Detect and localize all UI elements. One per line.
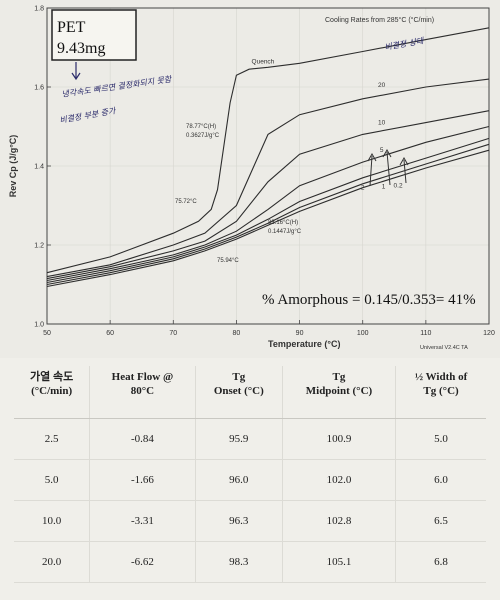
annotation-tg-quench-dcp: 0.3627J/g°C [186,133,220,139]
cell-heat-flow: -0.84 [89,418,196,460]
series-label-10: 10 [378,120,386,127]
series-label-0-2: 0.2 [394,183,403,190]
cell-heat-flow: -3.31 [89,500,196,542]
cell-heating-rate: 2.5 [14,418,90,460]
arrow-up-icon [367,152,377,187]
sample-box-frame [51,9,137,61]
series-label-1: 1 [382,184,386,191]
cell-tg-onset: 96.3 [194,500,283,542]
table-row: 5.0 -1.66 96.0 102.0 6.0 [14,459,486,501]
label-arrows [367,148,409,187]
series-label-2: 2 [361,185,365,192]
header-half-width: ½ Width of Tg (°C) [395,366,486,419]
cell-half-width: 5.0 [395,418,486,460]
table-panel: 가열 속도 (°C/min) Heat Flow @80°C Tg Onset (°… [0,358,500,600]
annotation-tg-quench: 78.77°C(H) [186,124,216,130]
series-labels: Quench 20 10 5 2 1 0.2 [252,58,403,191]
table-row: 20.0 -6.62 98.3 105.1 6.8 [14,541,486,583]
header-heating-rate: 가열 속도 (°C/min) [14,366,90,419]
chart-title: Cooling Rates from 285°C (°C/min) [325,16,434,24]
sample-box: PET 9.43mg [51,9,137,61]
annotation-tg-slow: 83.16°C(H) [268,220,298,226]
sample-name: PET [57,19,86,36]
table-row: 10.0 -3.31 96.3 102.8 6.5 [14,500,486,542]
y-tick-label: 1.6 [34,85,44,92]
x-tick-label: 80 [233,330,241,337]
x-tick-label: 60 [106,330,114,337]
cell-tg-midpoint: 102.8 [281,500,396,542]
x-tick-label: 100 [357,330,369,337]
header-tg-midpoint: Tg Midpoint (°C) [281,366,396,419]
y-axis-label: Rev Cp (J/g°C) [8,135,18,198]
series-line-20 [46,78,490,278]
annotation-tg-slow-dcp: 0.1447J/g°C [268,229,302,235]
footer-text: Universal V2.4C TA [420,345,468,351]
cell-half-width: 6.5 [395,500,486,542]
x-tick-label: 110 [420,330,431,337]
cell-heat-flow: -6.62 [89,541,196,583]
y-tick-label: 1.8 [34,6,44,13]
cell-tg-midpoint: 102.0 [281,459,396,501]
cell-heating-rate: 5.0 [14,459,90,501]
chart-panel: 50 60 70 80 90 100 110 120 1.0 1.2 1.4 1.6 1.8 Quenc… [0,0,500,358]
table-row: 2.5 -0.84 95.9 100.9 5.0 [14,418,486,460]
cell-half-width: 6.8 [395,541,486,583]
series-line-5 [46,125,490,282]
table-header-row: 가열 속도 (°C/min) Heat Flow @80°C Tg Onset (°… [14,366,486,419]
header-tg-onset: Tg Onset (°C) [194,366,283,419]
series-line-2 [46,137,490,284]
amorphous-text: % Amorphous = 0.145/0.353= 41% [262,292,476,308]
series-line-10 [46,110,490,280]
cell-heat-flow: -1.66 [89,459,196,501]
series-line-quench [46,27,490,274]
arrow-up-icon [399,156,409,184]
y-tick-label: 1.0 [34,322,44,329]
series-line-1 [46,143,490,286]
x-tick-label: 120 [483,330,495,337]
x-axis-label: Temperature (°C) [268,339,340,349]
annotation-onset-slow: 75.94°C [217,258,239,264]
series-label-quench: Quench [252,58,275,65]
cell-heating-rate: 10.0 [14,500,90,542]
data-table: 가열 속도 (°C/min) Heat Flow @80°C Tg Onset (°… [14,366,486,583]
cell-tg-onset: 96.0 [194,459,283,501]
handwritten-note-2: 비결정 부분 증가 [59,106,118,125]
cell-heating-rate: 20.0 [14,541,90,583]
cell-tg-midpoint: 100.9 [281,418,396,460]
header-heat-flow: Heat Flow @80°C [89,366,196,419]
series-lines [46,27,490,288]
x-tick-label: 90 [296,330,304,337]
sample-mass: 9.43mg [57,40,105,57]
arrow-up-icon [382,148,392,186]
series-line-0-2 [46,149,490,288]
series-label-5: 5 [380,147,384,154]
cell-tg-onset: 95.9 [194,418,283,460]
cell-tg-onset: 98.3 [194,541,283,583]
x-tick-label: 50 [43,330,51,337]
y-tick-label: 1.4 [34,164,44,171]
x-tick-label: 70 [169,330,177,337]
annotation-onset-quench: 75.72°C [175,199,197,205]
cell-half-width: 6.0 [395,459,486,501]
arrow-down-icon [71,62,81,81]
y-tick-label: 1.2 [34,243,44,250]
quench-note: 비결정 상태 [384,36,426,52]
cell-tg-midpoint: 105.1 [281,541,396,583]
series-label-20: 20 [378,82,386,89]
